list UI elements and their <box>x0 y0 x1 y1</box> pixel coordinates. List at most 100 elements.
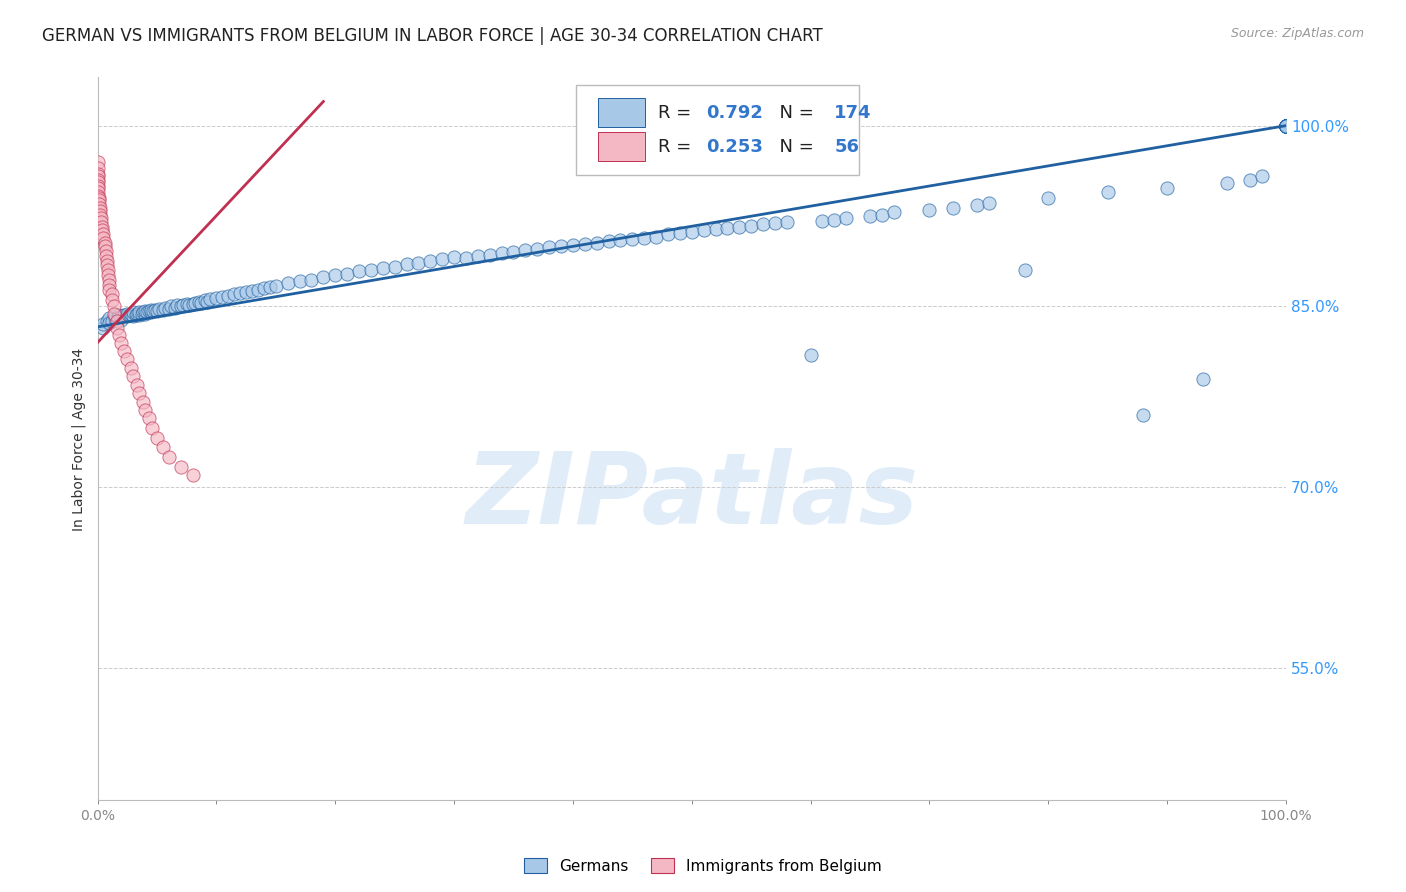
Point <box>143 303 166 318</box>
Point <box>125 307 148 321</box>
Point <box>96 314 118 328</box>
Point <box>87 194 110 208</box>
Point <box>240 284 263 298</box>
Point <box>419 253 441 268</box>
Point <box>105 321 128 335</box>
Point <box>1275 119 1298 133</box>
Point <box>98 283 121 297</box>
Point <box>752 218 775 232</box>
Point <box>835 211 858 226</box>
Point <box>1275 119 1298 133</box>
Point <box>104 311 127 326</box>
Point <box>110 309 132 323</box>
Text: ZIPatlas: ZIPatlas <box>465 449 918 545</box>
Point <box>246 283 269 297</box>
Point <box>277 277 299 291</box>
Point <box>125 377 148 392</box>
Point <box>1275 119 1298 133</box>
Y-axis label: In Labor Force | Age 30-34: In Labor Force | Age 30-34 <box>72 347 86 531</box>
Point <box>217 288 239 302</box>
Point <box>1275 119 1298 133</box>
Point <box>883 205 905 219</box>
Point <box>101 287 124 301</box>
Point <box>776 215 799 229</box>
Point <box>1275 119 1298 133</box>
Point <box>443 250 465 264</box>
Point <box>89 208 111 222</box>
Point <box>211 290 233 304</box>
Point <box>1275 119 1298 133</box>
Point <box>692 223 714 237</box>
Point <box>728 219 751 234</box>
Point <box>1132 408 1154 422</box>
Point <box>1275 119 1298 133</box>
Text: R =: R = <box>658 138 697 156</box>
Point <box>704 222 727 236</box>
Point <box>148 301 170 316</box>
Point <box>336 267 359 281</box>
Point <box>312 270 335 285</box>
Point <box>740 219 762 233</box>
Point <box>1275 119 1298 133</box>
Point <box>87 191 110 205</box>
Point <box>360 263 382 277</box>
Point <box>86 185 108 199</box>
Point <box>120 360 142 375</box>
Text: 56: 56 <box>834 138 859 156</box>
Point <box>155 301 177 315</box>
Point <box>117 352 139 367</box>
Point <box>323 268 346 282</box>
Point <box>1275 119 1298 133</box>
Point <box>187 294 209 309</box>
Point <box>138 304 160 318</box>
Point <box>184 295 207 310</box>
Point <box>96 253 118 268</box>
Point <box>1275 119 1298 133</box>
Point <box>176 297 198 311</box>
Point <box>918 202 941 217</box>
Point <box>86 161 108 175</box>
Point <box>515 243 537 257</box>
Point <box>1275 119 1298 133</box>
Point <box>86 188 108 202</box>
Point <box>96 259 118 273</box>
Point <box>870 208 893 222</box>
Point <box>1275 119 1298 133</box>
Point <box>141 421 163 435</box>
Text: 0.253: 0.253 <box>706 138 763 156</box>
Point <box>1275 119 1298 133</box>
Point <box>1275 119 1298 133</box>
Point <box>859 209 882 223</box>
Point <box>86 181 108 195</box>
Point <box>1275 119 1298 133</box>
Point <box>1275 119 1298 133</box>
Point <box>467 249 489 263</box>
Point <box>1275 119 1298 133</box>
Point <box>347 264 370 278</box>
Point <box>235 285 257 299</box>
Point <box>122 309 145 323</box>
Point <box>91 223 114 237</box>
Point <box>166 298 188 312</box>
Point <box>823 212 845 227</box>
Point <box>763 216 786 230</box>
Point <box>87 197 110 211</box>
Point <box>86 175 108 189</box>
Point <box>1275 119 1298 133</box>
Point <box>103 307 125 321</box>
Point <box>118 308 141 322</box>
Point <box>1275 119 1298 133</box>
Point <box>1156 181 1178 195</box>
Point <box>170 299 193 313</box>
Point <box>1097 185 1119 199</box>
Point <box>1275 119 1298 133</box>
Point <box>1275 119 1298 133</box>
Point <box>1275 119 1298 133</box>
Point <box>1275 119 1298 133</box>
Point <box>190 295 212 310</box>
Point <box>142 304 165 318</box>
Point <box>94 249 117 263</box>
Point <box>1275 119 1298 133</box>
Point <box>105 314 128 328</box>
Point <box>1275 119 1298 133</box>
